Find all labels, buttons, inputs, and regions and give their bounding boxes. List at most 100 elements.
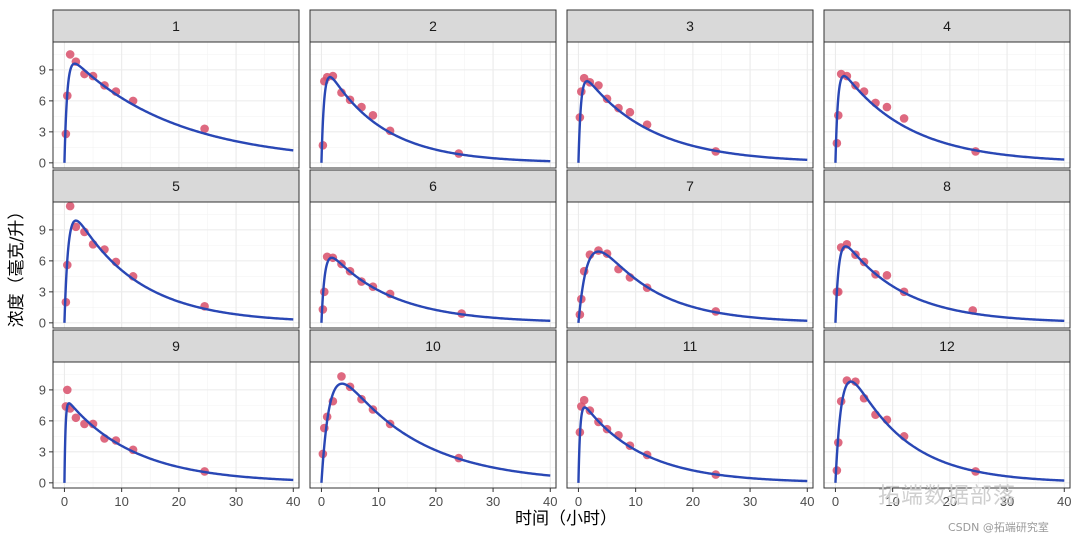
- x-tick-label: 0: [61, 494, 68, 509]
- data-point: [337, 88, 346, 97]
- panel-border: [566, 41, 814, 169]
- data-point: [368, 111, 378, 120]
- panel-border: [823, 41, 1071, 169]
- facet-strip: [52, 329, 300, 363]
- facet-panel-6: 6: [309, 169, 557, 329]
- data-point: [579, 395, 589, 405]
- y-tick-label: 6: [39, 253, 46, 268]
- x-tick-label: 40: [1057, 494, 1071, 509]
- y-tick-label: 0: [39, 475, 46, 490]
- facet-strip: [823, 329, 1071, 363]
- x-tick-label: 30: [229, 494, 243, 509]
- plot-background: [310, 42, 556, 168]
- data-point: [88, 419, 98, 429]
- fitted-curve: [577, 250, 808, 324]
- plot-background: [310, 202, 556, 328]
- y-tick-label: 9: [39, 62, 46, 77]
- facet-panel-1: 1 0 3 6 9: [39, 9, 300, 170]
- facet-strip: [52, 169, 300, 203]
- facet-strip-label: 6: [429, 178, 437, 194]
- panel-border: [52, 41, 300, 169]
- y-tick-label: 3: [39, 284, 46, 299]
- x-tick-label: 20: [172, 494, 186, 509]
- facet-panel-8: 8: [823, 169, 1071, 329]
- fitted-curve: [577, 80, 808, 163]
- y-tick-label: 3: [39, 444, 46, 459]
- x-tick-label: 0: [575, 494, 582, 509]
- y-tick-label: 9: [39, 222, 46, 237]
- panel-border: [566, 201, 814, 329]
- plot-background: [824, 362, 1070, 488]
- y-tick-label: 9: [39, 382, 46, 397]
- plot-background: [53, 42, 299, 168]
- facet-panel-4: 4: [823, 9, 1071, 169]
- data-point: [71, 413, 81, 423]
- x-tick-label: 0: [318, 494, 325, 509]
- fitted-curve: [320, 382, 551, 484]
- x-tick-label: 40: [286, 494, 300, 509]
- y-tick-label: 0: [39, 315, 46, 330]
- facet-strip-label: 4: [943, 18, 951, 34]
- panel-border: [52, 201, 300, 329]
- facet-strip-label: 1: [172, 18, 180, 34]
- watermark-source-text: CSDN @拓端研究室: [948, 521, 1049, 534]
- facet-strip-label: 5: [172, 178, 180, 194]
- panel-border: [309, 41, 557, 169]
- y-tick-label: 3: [39, 124, 46, 139]
- fitted-curve: [63, 62, 294, 163]
- plot-background: [567, 202, 813, 328]
- facet-strip: [566, 329, 814, 363]
- facet-strip: [823, 9, 1071, 43]
- facet-strip-label: 8: [943, 178, 951, 194]
- panel-border: [309, 361, 557, 489]
- facet-panel-3: 3: [566, 9, 814, 169]
- watermark-logo-text: 拓端数据部落: [878, 484, 1017, 509]
- facet-panel-12: 12 0 10 20 30 40: [823, 329, 1072, 509]
- facet-strip-label: 12: [939, 338, 955, 354]
- fitted-curve: [834, 245, 1065, 324]
- facet-strip: [566, 169, 814, 203]
- fitted-curve: [577, 406, 808, 483]
- panel-border: [52, 361, 300, 489]
- y-axis-title: 浓度（毫克/升）: [7, 203, 27, 328]
- facet-panel-2: 2: [309, 9, 557, 169]
- x-tick-label: 20: [429, 494, 443, 509]
- fitted-curve: [834, 380, 1065, 484]
- x-tick-label: 30: [743, 494, 757, 509]
- y-tick-label: 0: [39, 155, 46, 170]
- data-point: [899, 114, 909, 123]
- data-point: [71, 222, 81, 232]
- x-tick-label: 10: [885, 494, 899, 509]
- x-tick-label: 10: [371, 494, 385, 509]
- facet-panel-5: 5 0 3 6 9: [39, 169, 300, 330]
- facet-strip-label: 9: [172, 338, 180, 354]
- data-point: [200, 124, 209, 134]
- x-tick-label: 30: [486, 494, 500, 509]
- plot-background: [567, 42, 813, 168]
- facet-panel-9: 9 0 3 6 9 0 10 20 30 40: [39, 329, 301, 509]
- x-tick-label: 10: [114, 494, 128, 509]
- facet-strip-label: 10: [425, 338, 441, 354]
- data-point: [337, 372, 346, 381]
- data-point: [65, 201, 75, 211]
- plot-background: [824, 42, 1070, 168]
- panel-border: [566, 361, 814, 489]
- data-point: [625, 107, 635, 117]
- x-tick-label: 10: [628, 494, 642, 509]
- facet-strip: [566, 9, 814, 43]
- x-tick-label: 40: [800, 494, 814, 509]
- data-point: [614, 103, 623, 113]
- fitted-curve: [834, 74, 1065, 163]
- data-point: [63, 385, 72, 395]
- data-point: [882, 102, 892, 112]
- fitted-curve: [320, 75, 551, 163]
- fitted-curve: [63, 219, 294, 324]
- facet-panel-10: 10 0 10 20 30 40: [309, 329, 558, 509]
- x-tick-label: 30: [1000, 494, 1014, 509]
- facet-strip-label: 2: [429, 18, 437, 34]
- panel-border: [823, 361, 1071, 489]
- fitted-curve: [63, 402, 294, 483]
- panel-border: [309, 201, 557, 329]
- facet-strip-label: 7: [686, 178, 694, 194]
